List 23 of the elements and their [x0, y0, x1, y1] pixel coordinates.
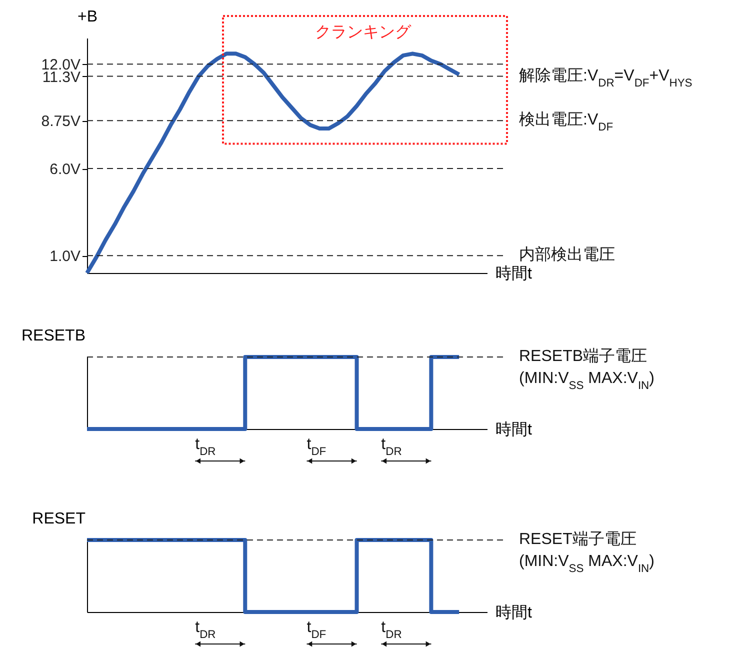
y-tick-label: 8.75V [41, 113, 80, 130]
text: t$_{DR}$ [381, 619, 402, 641]
y-tick-label: 1.0V [50, 248, 80, 266]
ref-line-label: 解除電圧:V$_{DR}$=V$_{DF}$+V$_{HYS}$ [519, 67, 692, 90]
x-axis-title: 時間t [496, 264, 532, 282]
ref-line-label: 検出電圧:V$_{DF}$ [519, 110, 614, 134]
ref-line-label: RESET端子電圧 (MIN:V$_{SS}$ MAX:V$_{IN}$) [519, 530, 654, 575]
annotation: クランキング [315, 24, 412, 41]
x-axis-title: 時間t [496, 420, 532, 438]
text: t$_{DR}$ [381, 436, 402, 458]
y-tick-label: 6.0V [50, 161, 80, 178]
y-axis-title: RESETB [21, 328, 86, 344]
ref-line-label: 内部検出電圧 [519, 246, 615, 264]
x-axis-title: 時間t [496, 604, 532, 622]
text: t$_{DF}$ [306, 619, 326, 641]
y-tick-label: 11.3V [42, 68, 80, 86]
text: t$_{DF}$ [306, 436, 326, 458]
y-axis-title: +B [77, 8, 98, 26]
text: t$_{DR}$ [195, 436, 216, 458]
line-series [85, 52, 462, 275]
y-axis-title: RESET [32, 510, 86, 528]
text: t$_{DR}$ [195, 619, 216, 641]
ref-line-label: RESETB端子電圧 (MIN:V$_{SS}$ MAX:V$_{IN}$) [519, 347, 654, 392]
